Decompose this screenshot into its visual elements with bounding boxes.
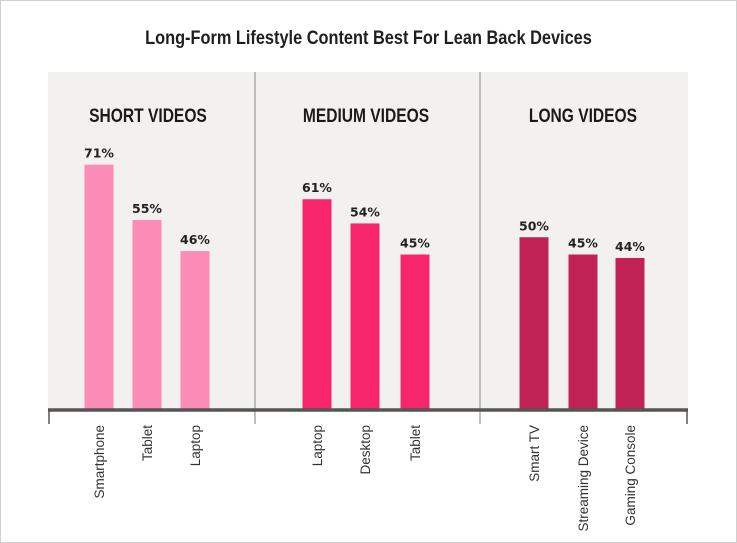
value-label-short-videos-tablet: 55% <box>132 201 162 216</box>
x-tick-labels: Smartphone Tablet Laptop Laptop Desktop Table… <box>92 425 638 532</box>
bar-long-videos-smart-tv <box>519 237 549 410</box>
group-title-short-videos: SHORT VIDEOS <box>89 105 207 127</box>
bar-short-videos-tablet <box>132 219 162 410</box>
value-label-long-videos-streaming-device: 45% <box>568 236 598 251</box>
bars <box>84 164 645 410</box>
chart-title: Long-Form Lifestyle Content Best For Lea… <box>145 28 592 49</box>
group-title-long-videos: LONG VIDEOS <box>529 105 637 127</box>
bar-medium-videos-laptop <box>302 199 332 410</box>
tick-label-long-videos-smart-tv: Smart TV <box>527 425 542 482</box>
value-label-medium-videos-tablet: 45% <box>400 236 430 251</box>
value-labels: 71% 55% 46% 61% 54% 45% 50% 45% 44% <box>84 146 645 254</box>
x-axis <box>48 408 688 424</box>
value-label-medium-videos-laptop: 61% <box>302 180 332 195</box>
group-title-medium-videos: MEDIUM VIDEOS <box>303 105 429 127</box>
value-label-long-videos-gaming-console: 44% <box>615 239 645 254</box>
tick-label-medium-videos-tablet: Tablet <box>408 425 423 461</box>
tick-label-medium-videos-laptop: Laptop <box>310 425 325 466</box>
bar-short-videos-laptop <box>180 251 210 410</box>
value-label-short-videos-smartphone: 71% <box>84 146 114 161</box>
value-label-long-videos-smart-tv: 50% <box>519 218 549 233</box>
bar-short-videos-smartphone <box>84 164 114 410</box>
tick-label-short-videos-smartphone: Smartphone <box>92 425 107 499</box>
tick-label-long-videos-gaming-console: Gaming Console <box>623 425 638 526</box>
panel-dividers <box>254 72 481 424</box>
value-label-medium-videos-desktop: 54% <box>350 204 380 219</box>
tick-label-long-videos-streaming-device: Streaming Device <box>576 425 591 532</box>
value-label-short-videos-laptop: 46% <box>180 232 210 247</box>
tick-label-short-videos-laptop: Laptop <box>188 425 203 466</box>
bar-medium-videos-tablet <box>400 254 430 410</box>
bar-long-videos-streaming-device <box>568 254 598 410</box>
tick-label-medium-videos-desktop: Desktop <box>358 425 373 475</box>
bar-medium-videos-desktop <box>350 223 380 410</box>
bar-long-videos-gaming-console <box>615 257 645 410</box>
panel-titles: SHORT VIDEOS MEDIUM VIDEOS LONG VIDEOS <box>89 105 637 127</box>
tick-label-short-videos-tablet: Tablet <box>140 425 155 461</box>
